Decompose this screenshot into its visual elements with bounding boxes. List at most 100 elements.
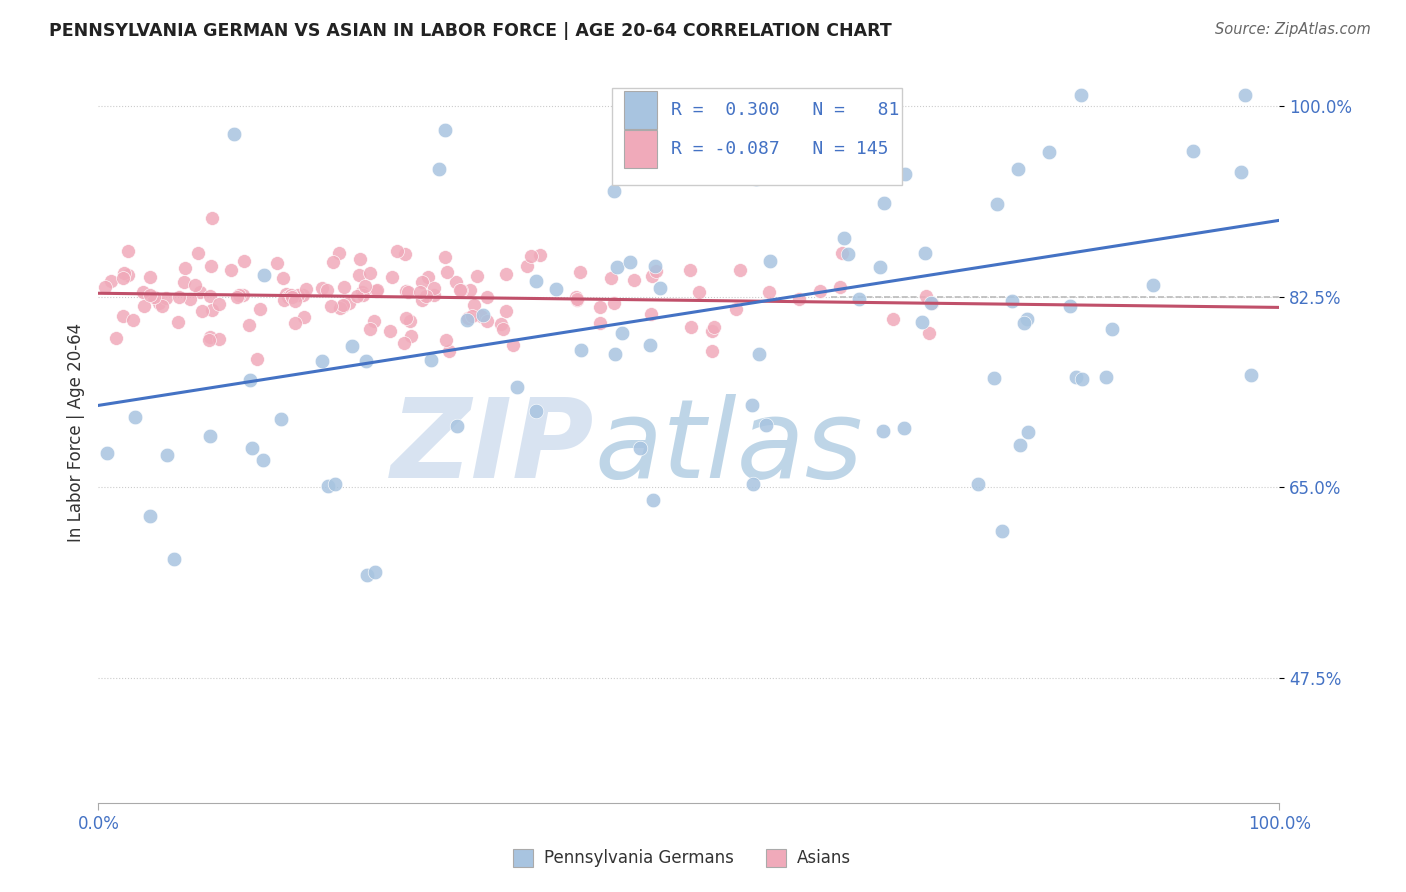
Point (1015, 311, 1038, 326)
Point (200, 259, 222, 273)
Point (894, 167, 917, 181)
Point (893, 421, 915, 435)
Point (411, 293, 433, 307)
Point (246, 352, 269, 367)
Point (233, 253, 256, 268)
Point (112, 270, 135, 285)
Point (198, 289, 221, 303)
Point (163, 552, 186, 566)
Point (316, 479, 339, 493)
Point (332, 280, 354, 294)
Point (810, 285, 832, 299)
Point (434, 333, 457, 347)
Point (911, 315, 934, 329)
Point (232, 287, 254, 301)
Point (520, 249, 543, 263)
Point (173, 275, 195, 289)
Point (222, 127, 245, 141)
Point (472, 309, 495, 323)
Point (415, 289, 437, 303)
Point (416, 269, 439, 284)
Point (991, 524, 1014, 538)
Point (876, 88, 898, 103)
Point (347, 268, 370, 282)
Point (201, 211, 224, 226)
Point (1001, 293, 1024, 308)
Point (837, 247, 859, 261)
Point (323, 477, 346, 491)
Bar (766, 849, 786, 867)
Point (450, 283, 472, 297)
Y-axis label: In Labor Force | Age 20-64: In Labor Force | Age 20-64 (66, 323, 84, 542)
Point (461, 309, 484, 323)
Point (396, 285, 419, 299)
Point (395, 284, 418, 298)
Point (380, 324, 402, 338)
Point (606, 260, 628, 274)
Point (311, 354, 333, 368)
Point (179, 292, 201, 306)
Point (967, 476, 990, 491)
FancyBboxPatch shape (612, 88, 901, 185)
Point (882, 312, 904, 326)
Point (419, 353, 441, 368)
Point (477, 290, 499, 304)
Point (352, 288, 374, 302)
Point (121, 312, 143, 326)
Point (475, 314, 498, 328)
Point (240, 441, 263, 455)
Point (142, 290, 165, 304)
Point (446, 418, 468, 433)
Point (329, 301, 352, 315)
Point (173, 260, 195, 275)
Point (918, 326, 941, 341)
Point (1038, 145, 1060, 159)
Point (364, 565, 387, 579)
Point (1010, 438, 1032, 452)
Bar (624, 91, 657, 129)
Point (96, 446, 118, 460)
Point (603, 184, 626, 198)
Point (273, 293, 295, 308)
Point (422, 281, 444, 295)
Point (394, 247, 416, 261)
Text: Source: ZipAtlas.com: Source: ZipAtlas.com (1215, 22, 1371, 37)
Point (276, 287, 298, 301)
Point (281, 290, 304, 304)
Point (872, 195, 894, 210)
Point (208, 297, 231, 311)
Point (565, 293, 588, 307)
Point (914, 246, 936, 260)
Point (1059, 299, 1081, 313)
Point (340, 339, 363, 353)
Point (920, 295, 942, 310)
Point (872, 424, 894, 438)
Point (921, 296, 943, 310)
Point (315, 283, 337, 297)
Point (295, 282, 318, 296)
Point (287, 288, 309, 302)
Point (221, 263, 243, 277)
Point (834, 231, 856, 245)
Text: Pennsylvania Germans: Pennsylvania Germans (544, 849, 734, 867)
Point (1233, 88, 1256, 103)
Point (600, 270, 623, 285)
Point (603, 347, 626, 361)
Point (387, 244, 409, 259)
Point (457, 310, 479, 325)
Point (470, 309, 492, 323)
Point (350, 285, 373, 299)
Point (703, 319, 725, 334)
Point (228, 287, 250, 301)
Point (249, 301, 271, 316)
Point (284, 293, 307, 308)
Point (603, 295, 626, 310)
Point (409, 285, 432, 299)
Point (502, 338, 524, 352)
Point (239, 373, 262, 387)
Point (450, 283, 472, 297)
Point (411, 275, 433, 289)
Point (359, 266, 381, 280)
Point (328, 246, 350, 260)
Point (1181, 144, 1204, 158)
